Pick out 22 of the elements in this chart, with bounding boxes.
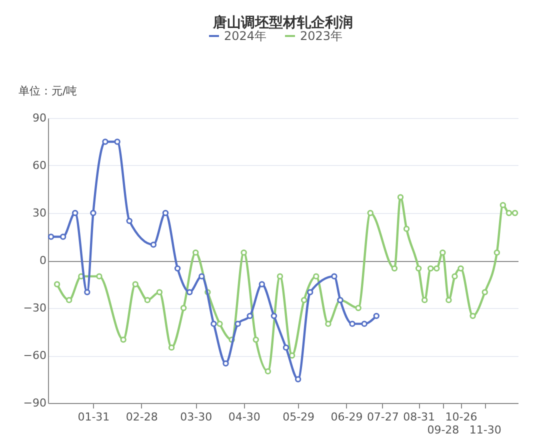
x-tick-label: 02-28 (126, 410, 158, 424)
x-tick-label: 09-28 (427, 424, 460, 436)
x-tick-label: 04-30 (228, 410, 260, 424)
x-tick-label: 08-31 (403, 410, 436, 424)
x-tick-label: 03-30 (180, 410, 212, 424)
chart-title: 唐山调坯型材轧企利润 (212, 14, 353, 31)
y-axis-title: 单位：元/吨 (18, 84, 78, 98)
x-tick-label: 07-27 (366, 410, 399, 424)
y-tick-label: 30 (32, 206, 46, 220)
x-tick-label: 01-31 (78, 410, 110, 424)
y-tick-label: 0 (40, 254, 46, 267)
x-tick-label: 05-29 (282, 410, 315, 424)
legend-label: 2024年 (224, 29, 267, 43)
legend-label: 2023年 (300, 29, 343, 43)
x-tick-label: 11-30 (469, 424, 502, 436)
y-tick-label: −90 (23, 396, 46, 410)
x-tick-label: 10-26 (445, 410, 478, 424)
y-tick-label: 60 (32, 159, 46, 172)
y-tick-label: −30 (23, 302, 46, 314)
x-tick-label: 06-29 (330, 410, 363, 424)
y-tick-label: 90 (32, 112, 46, 124)
y-tick-label: −60 (23, 349, 46, 362)
